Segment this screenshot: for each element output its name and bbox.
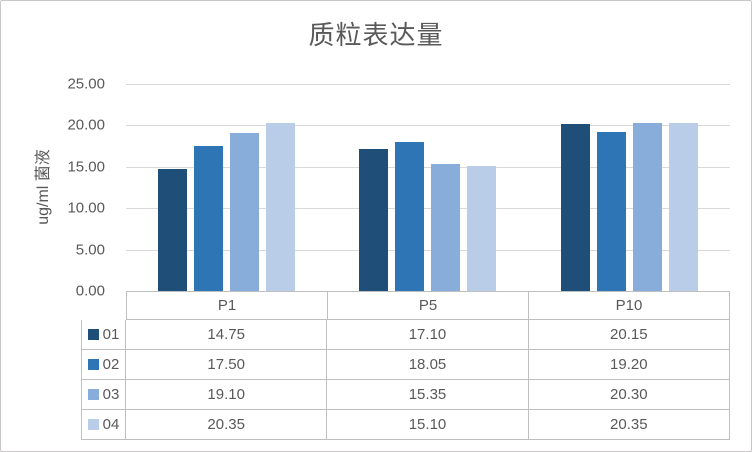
- bar-series04-P10: [668, 122, 698, 291]
- legend-swatch-02: [87, 359, 99, 370]
- value-cell-01-P10: 20.15: [529, 320, 730, 349]
- bar-series01-P5: [359, 149, 389, 291]
- bar-series02-P5: [395, 141, 425, 291]
- value-cell-01-P1: 14.75: [126, 320, 328, 349]
- legend-key-04: 04: [81, 410, 126, 439]
- legend-label: 04: [102, 416, 120, 433]
- y-tick-label: 20.00: [67, 116, 105, 134]
- bar-series02-P10: [596, 132, 626, 291]
- gridline: [126, 208, 730, 210]
- table-row-series-01: 01 14.75 17.10 20.15: [81, 320, 730, 350]
- gridline: [126, 249, 730, 251]
- chart-title: 质粒表达量: [308, 20, 444, 50]
- legend-label: 01: [102, 326, 120, 343]
- plot-area: [126, 84, 730, 291]
- bar-series04-P1: [266, 122, 296, 291]
- gridline: [126, 84, 730, 85]
- category-band-P1: [126, 84, 327, 291]
- y-tick-label: 15.00: [67, 158, 105, 176]
- value-cell-02-P5: 18.05: [327, 350, 529, 379]
- value-cell-04-P10: 20.35: [529, 410, 730, 439]
- bar-series03-P10: [632, 122, 662, 291]
- data-table: 01 14.75 17.10 20.15 02 17.50 18.05 19.20 03 19.1…: [81, 320, 730, 440]
- value-cell-04-P5: 15.10: [327, 410, 529, 439]
- y-tick-label: 5.00: [75, 241, 105, 259]
- legend-key-03: 03: [81, 380, 126, 409]
- value-cell-03-P1: 19.10: [126, 380, 328, 409]
- legend-swatch-04: [87, 419, 99, 430]
- bar-series04-P5: [467, 165, 497, 291]
- bar-series01-P10: [560, 124, 590, 291]
- value-cell-01-P5: 17.10: [327, 320, 529, 349]
- y-tick-label: 0.00: [75, 282, 105, 300]
- category-band-P5: [327, 84, 528, 291]
- bar-series03-P5: [431, 163, 461, 291]
- legend-label: 03: [102, 386, 120, 403]
- bars-layer: [126, 84, 730, 291]
- value-cell-03-P5: 15.35: [327, 380, 529, 409]
- gridline: [126, 125, 730, 127]
- legend-key-01: 01: [81, 320, 126, 349]
- category-label-P5: P5: [327, 292, 528, 319]
- bar-series01-P1: [158, 168, 188, 291]
- value-cell-03-P10: 20.30: [529, 380, 730, 409]
- legend-swatch-03: [87, 389, 99, 400]
- table-row-series-02: 02 17.50 18.05 19.20: [81, 350, 730, 380]
- table-row-series-04: 04 20.35 15.10 20.35: [81, 410, 730, 440]
- value-cell-04-P1: 20.35: [126, 410, 328, 439]
- y-tick-label: 10.00: [67, 199, 105, 217]
- category-label-P1: P1: [126, 292, 327, 319]
- legend-swatch-01: [87, 329, 99, 340]
- value-cell-02-P10: 19.20: [529, 350, 730, 379]
- category-band-P10: [529, 84, 730, 291]
- table-row-series-03: 03 19.10 15.35 20.30: [81, 380, 730, 410]
- legend-key-02: 02: [81, 350, 126, 379]
- data-table-header-row: P1 P5 P10: [126, 291, 730, 320]
- legend-label: 02: [102, 356, 120, 373]
- bar-series03-P1: [230, 132, 260, 291]
- category-label-P10: P10: [528, 292, 730, 319]
- gridline: [126, 166, 730, 168]
- bar-series02-P1: [194, 146, 224, 291]
- value-cell-02-P1: 17.50: [126, 350, 328, 379]
- y-tick-label: 25.00: [67, 75, 105, 93]
